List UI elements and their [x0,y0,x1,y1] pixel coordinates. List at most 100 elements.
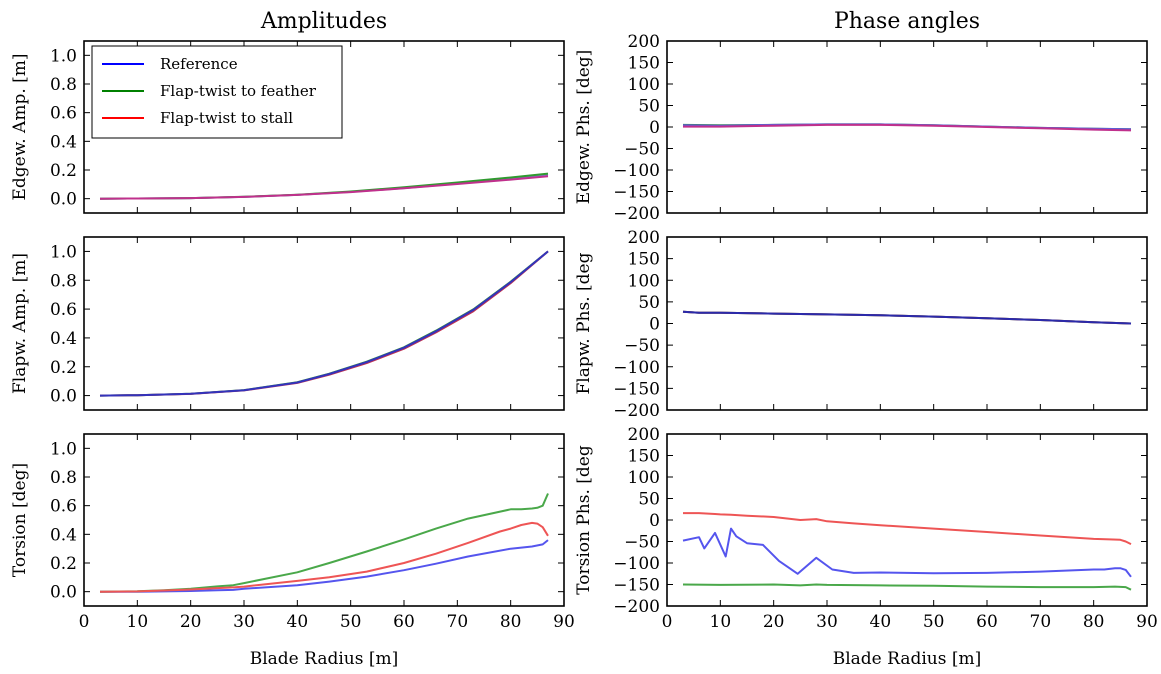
series-line-0 [99,250,549,397]
y-tick-label: 0.4 [50,132,77,152]
series-line-0 [99,174,549,200]
series-line-2 [682,583,1132,591]
panel-4: 0 10 20 30 40 50 60 70 80 90 0.0 0.2 0.4 0.6 0.8 1.0 Tor… [10,433,575,669]
panel-0: 0.0 0.2 0.4 0.6 0.8 1.0 Edgew. Amp. [m] Amplitu… [10,9,565,214]
y-tick-label: 0.4 [50,329,77,349]
x-tick-label: 60 [976,612,998,632]
y-tick-label: −200 [613,597,660,617]
x-tick-label: 90 [1136,612,1158,632]
y-axis-label: Torsion [deg] [10,463,30,577]
x-tick-label: 10 [710,612,732,632]
y-axis-label: Edgew. Amp. [m] [10,53,30,200]
y-tick-label: −50 [624,336,660,356]
y-axis-label: Edgew. Phs. [deg] [574,50,594,205]
x-tick-label: 60 [393,612,415,632]
y-tick-label: 150 [628,447,660,467]
x-tick-label: 30 [233,612,255,632]
y-axis-label: Flapw. Phs. [deg [574,252,594,394]
series-line-1 [99,172,549,200]
y-tick-label: 0.2 [50,358,77,378]
series-line-2 [99,250,549,397]
series-line-0 [683,512,1132,545]
x-tick-label: 50 [340,612,362,632]
y-tick-label: 0 [649,511,660,531]
y-axis-label: Flapw. Amp. [m] [10,253,30,394]
series-line-2 [99,175,549,200]
x-tick-label: 0 [662,612,673,632]
y-tick-label: 100 [628,271,660,291]
y-tick-label: −150 [613,183,660,203]
series-line-2 [683,123,1132,132]
y-tick-label: 200 [628,32,660,52]
y-tick-label: 0.0 [50,190,77,210]
plot-frame [83,40,565,214]
y-tick-label: 0.6 [50,104,77,124]
y-tick-label: 0.8 [50,468,77,488]
series-line-0 [100,539,549,593]
y-axis-label: Torsion Phs. [deg [574,445,594,595]
series-group [682,123,1132,132]
y-tick-label: −150 [613,576,660,596]
series-line-2 [99,521,549,593]
x-tick-label: 40 [287,612,309,632]
y-tick-label: 0.8 [50,271,77,291]
y-tick-label: −100 [613,554,660,574]
y-tick-label: 0.8 [50,75,77,95]
panel-5: 0 10 20 30 40 50 60 70 80 90−200−150−100−50050100… [574,425,1158,669]
legend-label: Flap-twist to feather [160,82,317,100]
y-tick-label: 200 [628,228,660,248]
y-tick-label: 0 [649,315,660,335]
x-tick-label: 40 [870,612,892,632]
y-tick-label: 50 [638,97,660,117]
y-tick-label: 150 [628,250,660,270]
series-line-1 [682,527,1132,578]
series-group [682,310,1132,325]
y-tick-label: 1.0 [50,439,77,459]
y-tick-label: 0 [649,118,660,138]
x-tick-label: 20 [180,612,202,632]
plot-frame [666,236,1148,411]
x-tick-label: 20 [763,612,785,632]
y-tick-label: 50 [638,490,660,510]
y-tick-label: 150 [628,54,660,74]
panels: 0.0 0.2 0.4 0.6 0.8 1.0 Edgew. Amp. [m] Amplitu… [10,9,1158,669]
y-tick-label: −150 [613,379,660,399]
plot-frame [83,433,565,607]
y-tick-label: 0.6 [50,300,77,320]
y-tick-label: 100 [628,75,660,95]
column-title: Amplitudes [260,9,387,34]
series-group [682,512,1132,591]
y-tick-label: 0.0 [50,387,77,407]
y-tick-label: 0.6 [50,497,77,517]
x-tick-label: 90 [553,612,575,632]
y-tick-label: 50 [638,293,660,313]
plot-frame [666,433,1148,607]
x-tick-label: 80 [1083,612,1105,632]
series-group [99,250,549,397]
x-tick-label: 50 [923,612,945,632]
y-tick-label: 0.2 [50,161,77,181]
legend: Reference Flap-twist to feather Flap-twist… [91,45,343,139]
legend-label: Reference [160,55,238,73]
y-tick-label: 0.2 [50,554,77,574]
x-tick-label: 70 [1030,612,1052,632]
x-axis-label: Blade Radius [m] [833,649,982,669]
x-axis-label: Blade Radius [m] [250,649,399,669]
y-tick-label: −50 [624,140,660,160]
series-line-1 [99,250,549,397]
y-tick-label: −100 [613,161,660,181]
x-tick-label: 70 [447,612,469,632]
y-tick-label: 1.0 [50,242,77,262]
y-tick-label: 100 [628,468,660,488]
y-tick-label: 0.0 [50,583,77,603]
x-tick-label: 80 [500,612,522,632]
legend-label: Flap-twist to stall [160,109,293,127]
x-tick-label: 10 [127,612,149,632]
y-tick-label: −100 [613,358,660,378]
y-tick-label: −200 [613,401,660,421]
panel-2: 0.0 0.2 0.4 0.6 0.8 1.0 Flapw. Amp. [m] [10,236,565,411]
y-tick-label: 1.0 [50,46,77,66]
